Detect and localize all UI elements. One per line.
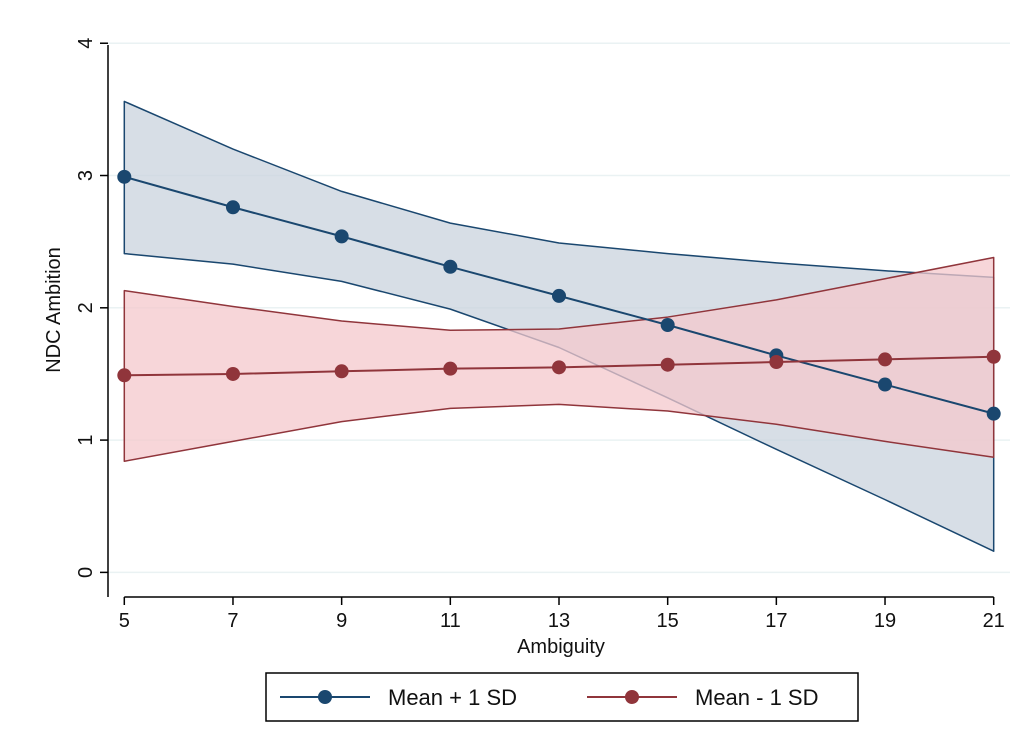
x-tick-label-21: 21 [983,610,1005,632]
x-tick-label-5: 5 [119,610,130,632]
y-tick-label-2: 2 [75,302,97,313]
data-point-s2-x7 [225,366,240,381]
x-tick-label-9: 9 [336,610,347,632]
y-tick-label-3: 3 [75,170,97,181]
data-point-s1-x13 [552,288,566,303]
data-point-s2-x5 [117,368,132,383]
x-tick-label-13: 13 [548,610,570,632]
y-tick-label-0: 0 [75,567,97,578]
data-point-s2-x17 [769,355,784,370]
x-tick-label-7: 7 [227,610,238,632]
data-point-s1-x19 [878,377,893,392]
axes: 0 1 2 3 4 5 7 9 11 13 15 17 19 21 [75,38,1005,632]
legend-item-mean-plus-1sd: Mean + 1 SD [280,685,517,710]
legend-swatch-marker-2 [625,690,639,704]
data-point-s1-x7 [225,200,240,215]
series-points [117,169,1001,421]
legend: Mean + 1 SD Mean - 1 SD [265,672,859,722]
data-point-s1-x21 [986,406,1001,421]
data-point-s2-x19 [878,352,893,367]
confidence-bands [123,100,995,552]
data-point-s2-x15 [660,357,675,372]
data-point-s2-x13 [552,360,566,375]
legend-item-mean-minus-1sd: Mean - 1 SD [587,685,819,710]
data-point-s1-x5 [117,169,132,184]
data-point-s1-x11 [443,259,458,274]
legend-label-1: Mean + 1 SD [388,685,517,710]
legend-label-2: Mean - 1 SD [695,685,819,710]
ci-band-series-2 [123,256,995,463]
data-point-s1-x15 [660,318,675,333]
ci-band-series-1 [123,100,995,552]
x-tick-label-15: 15 [657,610,679,632]
data-point-s2-x11 [443,361,458,376]
x-tick-label-11: 11 [440,610,461,632]
legend-swatch-marker-1 [318,690,332,704]
x-axis-title: Ambiguity [517,636,605,658]
data-point-s2-x9 [334,364,349,379]
y-tick-label-1: 1 [75,435,97,446]
data-point-s2-x21 [986,349,1001,364]
data-point-s1-x9 [334,229,349,244]
y-axis-title: NDC Ambition [43,247,65,373]
x-tick-label-19: 19 [874,610,896,632]
y-tick-label-4: 4 [75,38,97,49]
x-tick-label-17: 17 [765,610,787,632]
